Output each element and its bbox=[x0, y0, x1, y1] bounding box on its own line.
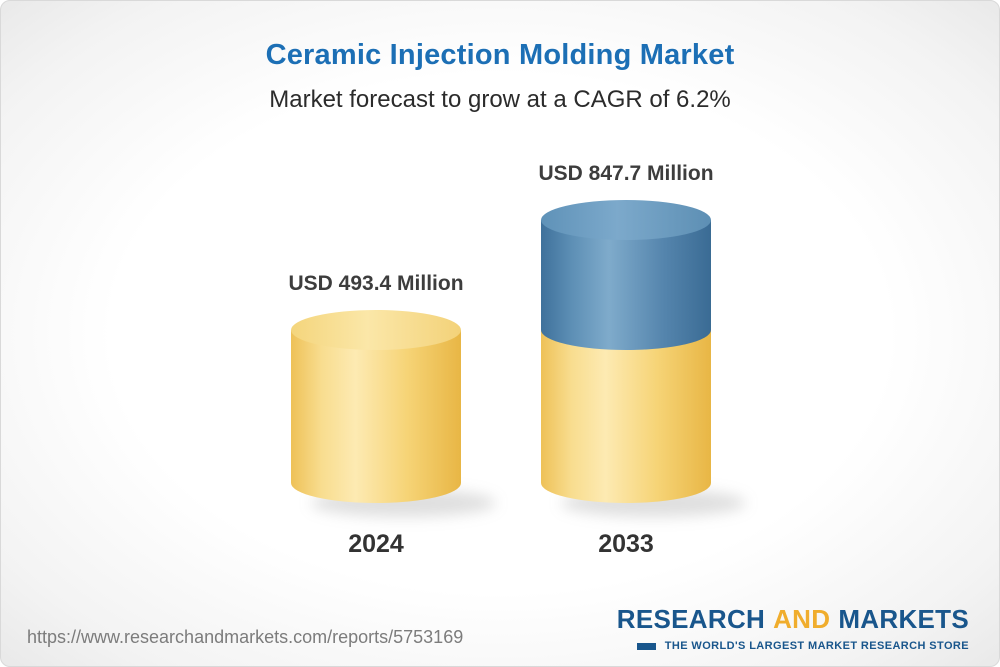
value-label-2024: USD 493.4 Million bbox=[288, 272, 464, 295]
chart-subtitle: Market forecast to grow at a CAGR of 6.2… bbox=[269, 86, 731, 113]
value-label-2033: USD 847.7 Million bbox=[538, 162, 714, 185]
source-url-link[interactable]: https://www.researchandmarkets.com/repor… bbox=[27, 627, 464, 647]
logo-tagline: THE WORLD'S LARGEST MARKET RESEARCH STOR… bbox=[664, 640, 969, 652]
brand-logo-wordmark: RESEARCH AND MARKETS bbox=[617, 604, 969, 635]
category-label-2033: 2033 bbox=[598, 530, 654, 558]
cylinder-2033-blue-segment bbox=[541, 200, 711, 350]
brand-logo-tagline-row: THE WORLD'S LARGEST MARKET RESEARCH STOR… bbox=[637, 640, 969, 652]
cylinder-2024 bbox=[291, 310, 461, 503]
cylinder-2033 bbox=[541, 200, 711, 503]
cylinder-2024-yellow-segment bbox=[291, 310, 461, 503]
bar-2024: USD 493.4 Million 2024 bbox=[288, 272, 496, 558]
cylinder-2033-yellow-segment bbox=[541, 330, 711, 503]
chart-title: Ceramic Injection Molding Market bbox=[265, 39, 735, 71]
logo-word-and: AND bbox=[773, 604, 831, 634]
cylinder-2024-top-cap bbox=[291, 310, 461, 350]
logo-word-research: RESEARCH bbox=[616, 604, 766, 634]
chart-header: Ceramic Injection Molding Market Market … bbox=[1, 39, 999, 114]
bar-2033: USD 847.7 Million 2033 bbox=[538, 162, 746, 558]
cylinder-2033-top-cap bbox=[541, 200, 711, 240]
category-label-2024: 2024 bbox=[348, 530, 404, 558]
logo-word-markets: MARKETS bbox=[838, 604, 969, 634]
brand-logo: RESEARCH AND MARKETS THE WORLD'S LARGEST… bbox=[617, 604, 969, 652]
logo-tagline-bar bbox=[637, 642, 656, 650]
